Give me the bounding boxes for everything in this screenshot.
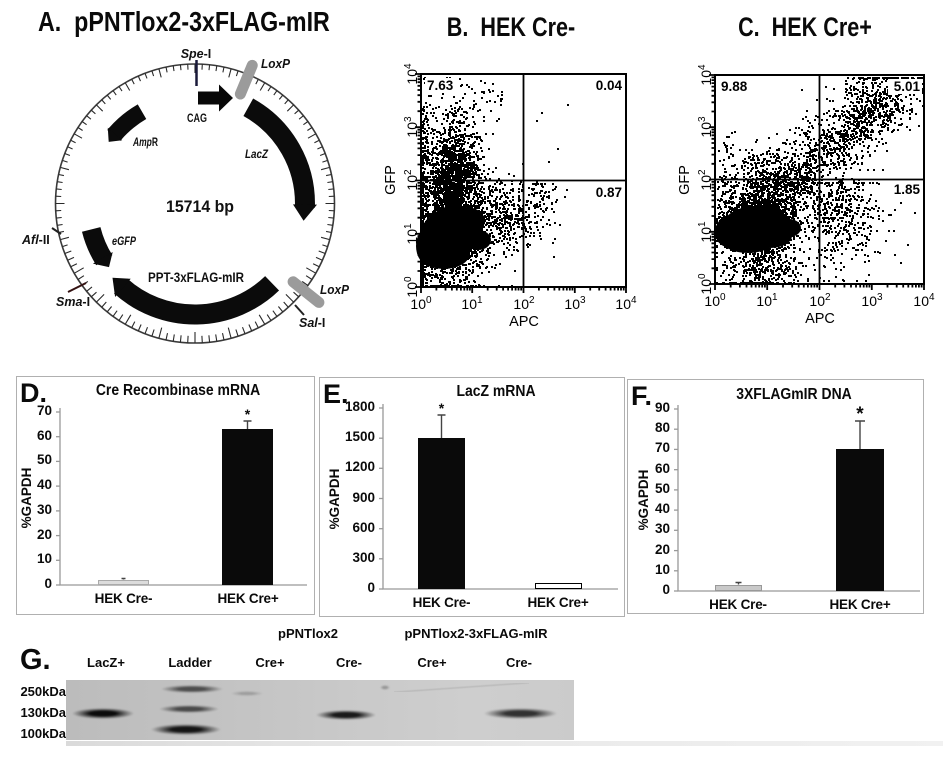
svg-text:104: 104 <box>697 64 714 86</box>
svg-text:GFP: GFP <box>383 165 399 195</box>
svg-text:100: 100 <box>403 276 420 298</box>
svg-text:102: 102 <box>697 169 714 191</box>
svg-text:104: 104 <box>403 63 420 85</box>
svg-text:7.63: 7.63 <box>427 78 454 93</box>
svg-text:eGFP: eGFP <box>112 236 136 248</box>
svg-text:0.87: 0.87 <box>596 185 622 200</box>
svg-text:103: 103 <box>861 292 883 309</box>
svg-text:9.88: 9.88 <box>721 79 748 94</box>
svg-text:103: 103 <box>403 116 420 138</box>
svg-text:APC: APC <box>805 311 835 327</box>
svg-text:104: 104 <box>615 295 637 312</box>
svg-text:5.01: 5.01 <box>894 79 921 94</box>
svg-text:102: 102 <box>513 295 535 312</box>
svg-text:102: 102 <box>809 292 831 309</box>
svg-text:GFP: GFP <box>677 165 693 195</box>
svg-text:LacZ: LacZ <box>245 149 269 161</box>
svg-text:1.85: 1.85 <box>894 182 921 197</box>
svg-text:101: 101 <box>697 221 714 243</box>
svg-text:102: 102 <box>403 169 420 191</box>
svg-text:CAG: CAG <box>187 111 207 125</box>
svg-text:100: 100 <box>697 273 714 295</box>
svg-text:LoxP: LoxP <box>261 56 290 71</box>
svg-text:Sal-I: Sal-I <box>299 316 325 330</box>
svg-text:PPT-3xFLAG-mIR: PPT-3xFLAG-mIR <box>148 270 244 285</box>
svg-text:LoxP: LoxP <box>320 282 349 297</box>
svg-text:Spe-I: Spe-I <box>181 47 212 61</box>
svg-text:Afl-II: Afl-II <box>21 233 50 247</box>
svg-text:103: 103 <box>697 116 714 138</box>
svg-text:APC: APC <box>509 314 539 330</box>
svg-text:103: 103 <box>564 295 586 312</box>
svg-text:Sma-I: Sma-I <box>56 295 90 309</box>
svg-text:104: 104 <box>913 292 935 309</box>
svg-text:0.04: 0.04 <box>596 78 623 93</box>
svg-text:101: 101 <box>756 292 778 309</box>
svg-text:101: 101 <box>403 223 420 245</box>
svg-text:101: 101 <box>461 295 483 312</box>
svg-text:AmpR: AmpR <box>132 137 158 149</box>
svg-text:15714 bp: 15714 bp <box>166 197 234 216</box>
